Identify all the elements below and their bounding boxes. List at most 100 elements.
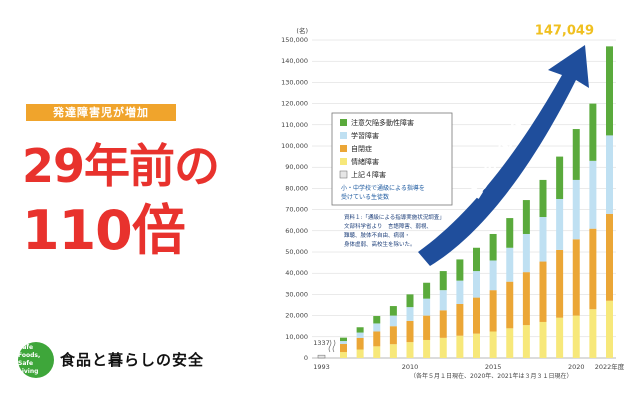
bar-segment	[456, 335, 464, 358]
bar-segment	[506, 328, 514, 358]
bar-segment	[572, 239, 580, 316]
bar-segment	[439, 337, 447, 358]
x-tick-label: 2020	[568, 363, 585, 371]
bar-segment	[539, 321, 547, 358]
bar-segment	[340, 341, 347, 345]
bar-segment	[489, 233, 497, 261]
bar-segment	[473, 247, 480, 272]
y-tick-label: 130,000	[281, 78, 308, 86]
bar-segment	[539, 179, 547, 218]
y-tick-label: 90,000	[285, 163, 308, 171]
last-value-label: 147,049	[535, 23, 594, 38]
bar-segment	[340, 344, 347, 353]
y-tick-label: 60,000	[285, 227, 308, 235]
bar-segment	[439, 271, 447, 291]
bars	[317, 46, 613, 359]
bar-segment	[406, 294, 414, 308]
bar-segment	[456, 303, 464, 336]
bar-segment	[389, 306, 397, 316]
bar-segment	[522, 200, 530, 234]
legend-note-line2: 受けている生徒数	[341, 193, 389, 201]
source-line2: 文部科学省より 言語障害、弱視、	[344, 222, 432, 230]
bar-segment	[506, 247, 514, 282]
bar-segment	[556, 249, 564, 318]
y-tick-label: 40,000	[285, 269, 308, 277]
y-tick-label: 150,000	[281, 36, 308, 44]
bar-segment	[606, 213, 613, 301]
bar-segment	[373, 323, 381, 332]
bar-segment	[317, 354, 326, 359]
legend-swatch	[339, 170, 348, 179]
topic-badge: 発達障害児が増加	[26, 104, 176, 121]
bar-segment	[589, 103, 597, 161]
headline-line2: 110倍	[22, 199, 186, 262]
y-tick-label: 20,000	[285, 312, 308, 320]
bar-segment	[439, 290, 447, 311]
headline-line1: 29年前の	[22, 139, 220, 193]
bar-segment	[473, 297, 480, 334]
logo-icon: Safe Foods, Safe Living	[18, 342, 54, 378]
legend-swatch	[340, 119, 347, 126]
growth-arrow-body	[418, 45, 589, 266]
legend-label: 学習障害	[351, 131, 379, 140]
bar-segment	[489, 331, 497, 358]
x-tick-label: 2010	[402, 363, 419, 371]
y-tick-label: 110,000	[281, 121, 308, 129]
y-unit-label: (名)	[296, 26, 308, 35]
bar-segment	[606, 46, 613, 136]
logo-circle-line2: Safe Living	[18, 360, 39, 375]
bar-segment	[439, 310, 447, 338]
y-tick-label: 70,000	[285, 206, 308, 214]
bar-segment	[589, 228, 597, 310]
axis-break-icon	[328, 339, 336, 353]
x-tick-label: 2022年度	[595, 362, 625, 371]
bar-segment	[423, 339, 431, 358]
bar-segment	[356, 327, 364, 333]
bar-segment	[556, 156, 564, 199]
x-axis: 1993 2010 2015 2020 2022年度	[313, 362, 625, 371]
y-tick-label: 30,000	[285, 290, 308, 298]
bar-segment	[489, 290, 497, 332]
source-note: 資料１:「通級による指導実施状況調査」 文部科学省より 言語障害、弱視、 難聴、…	[344, 213, 445, 248]
y-tick-label: 0	[304, 354, 308, 362]
bar-segment	[522, 272, 530, 326]
bar-segment	[423, 298, 431, 316]
bar-segment	[373, 331, 381, 347]
y-axis: (名) 0 10,000 20,000 30,000 40,000 50,000 60,00…	[281, 26, 308, 362]
bar-segment	[522, 233, 530, 273]
legend-swatch	[340, 132, 347, 139]
bar-segment	[423, 315, 431, 340]
bar-segment	[522, 325, 530, 358]
legend-swatch	[340, 145, 347, 152]
y-tick-label: 50,000	[285, 248, 308, 256]
x-tick-label: 2015	[485, 363, 502, 371]
bar-segment	[373, 316, 381, 324]
y-tick-label: 10,000	[285, 333, 308, 341]
bar-segment	[539, 261, 547, 322]
y-tick-label: 140,000	[281, 57, 308, 65]
bar-segment	[456, 280, 464, 304]
source-line4: 身体虚弱、高校生を除いた。	[344, 240, 416, 248]
bar-segment	[572, 129, 580, 180]
bar-segment	[572, 179, 580, 240]
bar-segment	[556, 317, 564, 358]
bar-segment	[456, 259, 464, 281]
bar-segment	[356, 337, 364, 350]
bar-segment	[606, 300, 613, 358]
bar-segment	[572, 315, 580, 358]
logo-circle-line1: Safe Foods,	[18, 344, 41, 359]
bar-segment	[340, 352, 347, 358]
bar-segment	[389, 344, 397, 358]
bar-segment	[406, 342, 414, 358]
legend-swatch	[340, 158, 347, 165]
bar-segment	[606, 135, 613, 214]
bar-segment	[506, 281, 514, 329]
first-value-label: 1337	[313, 339, 330, 347]
y-tick-label: 100,000	[281, 142, 308, 150]
bar-segment	[556, 199, 564, 250]
bar-segment	[373, 346, 381, 358]
source-line1: 資料１:「通級による指導実施状況調査」	[344, 213, 445, 221]
bar-segment	[423, 282, 431, 299]
